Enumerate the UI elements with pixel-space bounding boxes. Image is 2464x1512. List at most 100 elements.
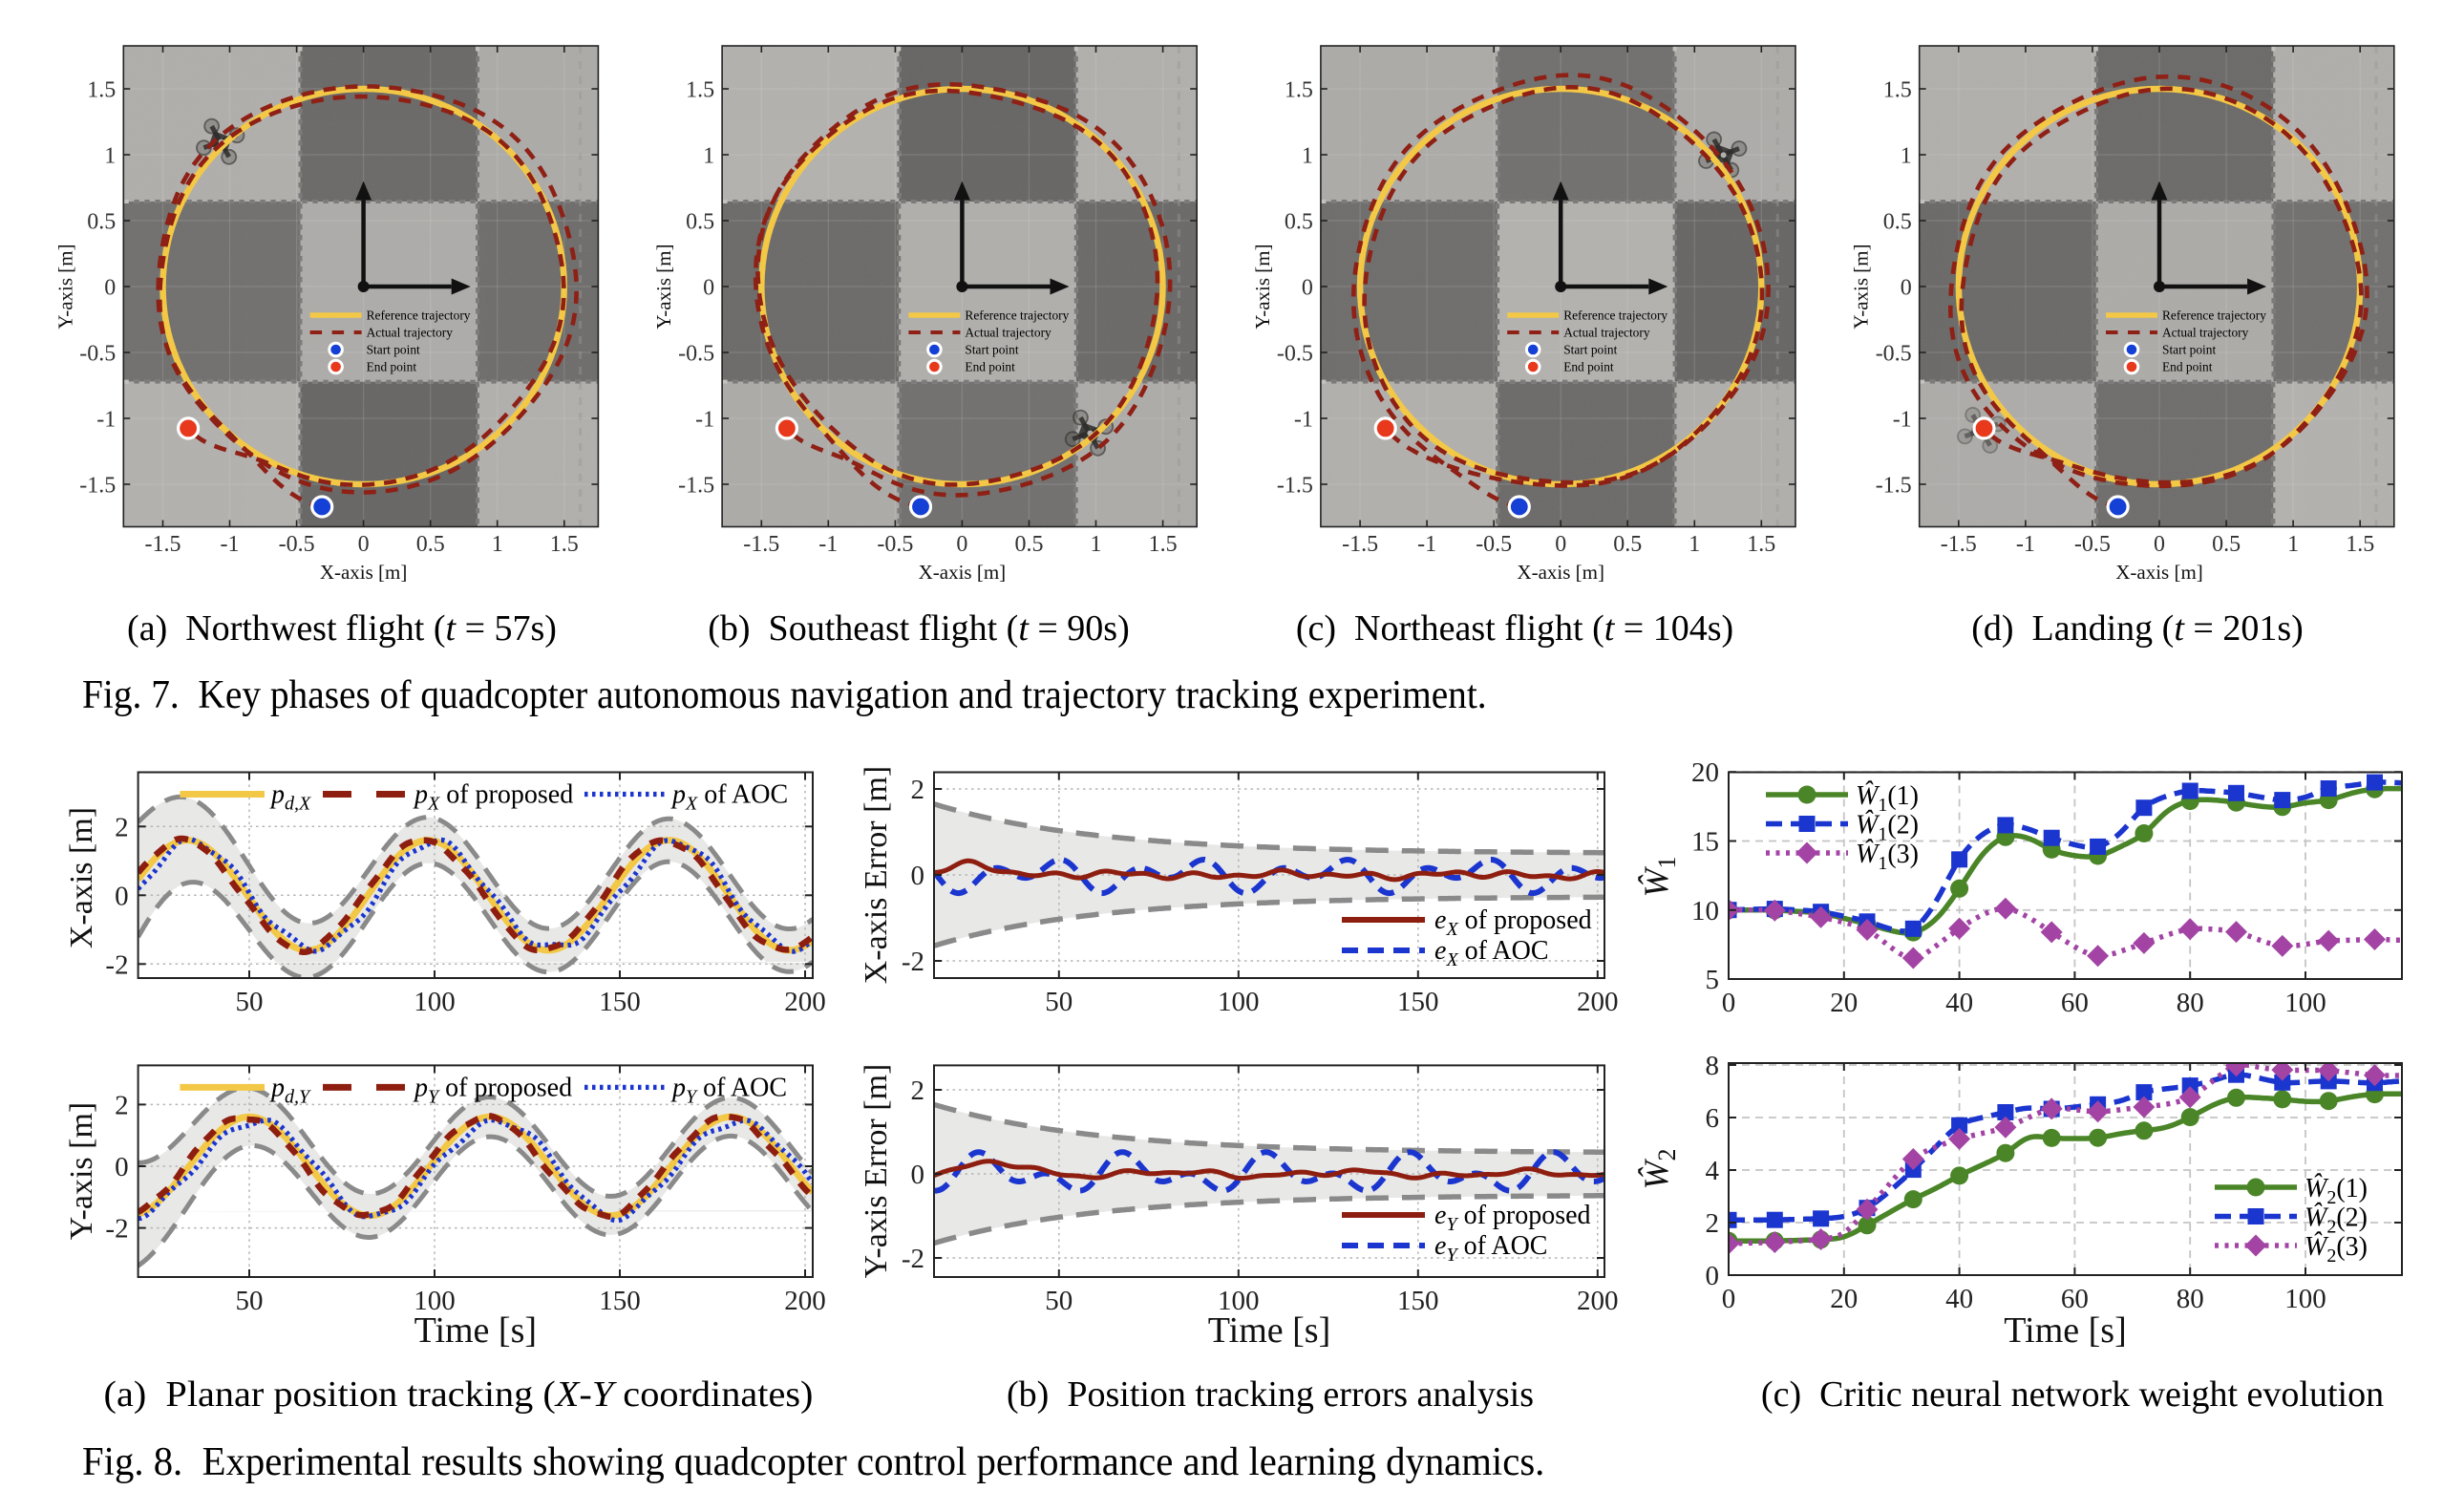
- svg-text:1: 1: [1302, 144, 1313, 169]
- svg-text:Reference trajectory: Reference trajectory: [1563, 309, 1667, 323]
- svg-text:80: 80: [2177, 1284, 2204, 1314]
- svg-text:pY of AOC: pY of AOC: [670, 1073, 787, 1107]
- svg-text:1.5: 1.5: [1883, 78, 1912, 103]
- svg-text:Start point: Start point: [367, 343, 420, 357]
- svg-text:-1.5: -1.5: [79, 474, 116, 499]
- svg-text:Y-axis [m]: Y-axis [m]: [64, 1102, 99, 1240]
- svg-text:-1: -1: [1893, 408, 1912, 433]
- svg-text:0: 0: [1555, 532, 1566, 557]
- svg-text:2: 2: [911, 775, 925, 805]
- svg-text:(c) Northeast flight (t = 104: (c) Northeast flight (t = 104s): [1296, 608, 1733, 649]
- svg-text:X-axis [m]: X-axis [m]: [2115, 561, 2203, 584]
- svg-text:1: 1: [1091, 532, 1102, 557]
- svg-text:2: 2: [115, 812, 129, 842]
- svg-text:0: 0: [358, 532, 370, 557]
- svg-text:15: 15: [1691, 827, 1719, 858]
- svg-text:60: 60: [2061, 1284, 2089, 1314]
- svg-text:Y-axis Error [m]: Y-axis Error [m]: [859, 1064, 894, 1279]
- svg-text:8: 8: [1706, 1051, 1720, 1081]
- svg-text:-0.5: -0.5: [1476, 532, 1512, 557]
- svg-text:Ŵ2(3): Ŵ2(3): [2305, 1232, 2368, 1267]
- svg-text:0.5: 0.5: [1613, 532, 1642, 557]
- svg-text:0: 0: [956, 532, 967, 557]
- svg-text:1: 1: [492, 532, 503, 557]
- svg-text:-1: -1: [818, 532, 838, 557]
- svg-text:-2: -2: [902, 947, 924, 977]
- svg-text:20: 20: [1830, 988, 1858, 1018]
- svg-text:1.5: 1.5: [1149, 532, 1178, 557]
- svg-text:0: 0: [1722, 1284, 1736, 1314]
- svg-text:0.5: 0.5: [1015, 532, 1044, 557]
- svg-text:200: 200: [784, 987, 826, 1017]
- svg-text:Ŵ1: Ŵ1: [1637, 857, 1681, 898]
- svg-text:Ŵ2(1): Ŵ2(1): [2305, 1174, 2368, 1208]
- svg-text:4: 4: [1706, 1156, 1720, 1186]
- svg-text:20: 20: [1691, 757, 1719, 788]
- svg-text:0: 0: [1901, 276, 1912, 301]
- svg-text:Time [s]: Time [s]: [414, 1310, 537, 1351]
- svg-text:50: 50: [236, 987, 264, 1017]
- svg-text:0: 0: [115, 1152, 129, 1182]
- svg-text:Ŵ1(1): Ŵ1(1): [1856, 781, 1919, 816]
- svg-text:X-axis [m]: X-axis [m]: [1517, 561, 1604, 584]
- svg-text:Ŵ2(2): Ŵ2(2): [2305, 1203, 2368, 1238]
- svg-text:20: 20: [1830, 1284, 1858, 1314]
- svg-text:Actual trajectory: Actual trajectory: [367, 326, 454, 340]
- svg-text:pX of proposed: pX of proposed: [413, 780, 573, 815]
- svg-text:X-axis [m]: X-axis [m]: [320, 561, 408, 584]
- svg-text:(d) Landing (t = 201s): (d) Landing (t = 201s): [1971, 608, 2304, 649]
- svg-text:-0.5: -0.5: [79, 342, 116, 367]
- svg-text:eY of AOC: eY of AOC: [1434, 1231, 1547, 1266]
- svg-text:-1.5: -1.5: [1876, 474, 1912, 499]
- svg-text:150: 150: [599, 1286, 641, 1316]
- svg-text:0: 0: [1302, 276, 1313, 301]
- svg-text:Ŵ1(3): Ŵ1(3): [1856, 840, 1919, 874]
- svg-text:40: 40: [1945, 988, 1973, 1018]
- svg-text:0.5: 0.5: [2212, 532, 2241, 557]
- svg-text:(c) Critic neural network wei: (c) Critic neural network weight evoluti…: [1761, 1374, 2384, 1415]
- svg-text:Fig. 8. Experimental results: Fig. 8. Experimental results showing qua…: [82, 1438, 1544, 1483]
- svg-text:-0.5: -0.5: [1277, 342, 1313, 367]
- svg-text:(b) Southeast flight (t = 90s: (b) Southeast flight (t = 90s): [708, 608, 1130, 649]
- svg-text:50: 50: [1045, 1286, 1073, 1316]
- svg-text:1.5: 1.5: [686, 78, 714, 103]
- svg-text:100: 100: [2284, 1284, 2326, 1314]
- svg-text:80: 80: [2177, 988, 2204, 1018]
- svg-text:6: 6: [1706, 1103, 1720, 1134]
- svg-text:(a) Northwest flight (t = 57s: (a) Northwest flight (t = 57s): [127, 608, 557, 649]
- svg-text:-1.5: -1.5: [1342, 532, 1378, 557]
- svg-text:-0.5: -0.5: [678, 342, 714, 367]
- svg-text:100: 100: [414, 1286, 456, 1316]
- svg-text:1.5: 1.5: [87, 78, 116, 103]
- svg-text:-1: -1: [2016, 532, 2035, 557]
- svg-text:Reference trajectory: Reference trajectory: [2162, 309, 2266, 323]
- svg-text:50: 50: [1045, 987, 1073, 1017]
- svg-text:200: 200: [1577, 1286, 1619, 1316]
- svg-text:(a) Planar position tracking: (a) Planar position tracking (X-Y coordi…: [104, 1374, 814, 1415]
- svg-text:150: 150: [1397, 1286, 1439, 1316]
- svg-text:0.5: 0.5: [1285, 210, 1313, 235]
- svg-text:1.5: 1.5: [550, 532, 579, 557]
- svg-text:1: 1: [1689, 532, 1700, 557]
- svg-text:0: 0: [115, 881, 129, 911]
- svg-text:Time [s]: Time [s]: [2004, 1310, 2126, 1351]
- svg-text:Y-axis [m]: Y-axis [m]: [652, 244, 675, 329]
- svg-text:2: 2: [911, 1075, 925, 1106]
- svg-text:-1.5: -1.5: [678, 474, 714, 499]
- svg-text:100: 100: [1218, 987, 1260, 1017]
- svg-text:Y-axis [m]: Y-axis [m]: [53, 244, 76, 329]
- svg-text:pX of AOC: pX of AOC: [670, 780, 788, 815]
- svg-text:2: 2: [1706, 1208, 1720, 1239]
- svg-text:0: 0: [911, 861, 925, 891]
- svg-text:-1.5: -1.5: [1277, 474, 1313, 499]
- svg-text:2: 2: [115, 1090, 129, 1120]
- svg-text:Fig. 7. Key phases of quadcop: Fig. 7. Key phases of quadcopter autonom…: [82, 672, 1487, 716]
- svg-text:Y-axis [m]: Y-axis [m]: [1850, 244, 1873, 329]
- svg-text:eX of AOC: eX of AOC: [1434, 936, 1549, 970]
- svg-text:1.5: 1.5: [1285, 78, 1313, 103]
- svg-text:-1.5: -1.5: [145, 532, 181, 557]
- svg-text:1: 1: [104, 144, 116, 169]
- svg-text:0: 0: [1706, 1261, 1720, 1291]
- svg-text:100: 100: [1218, 1286, 1260, 1316]
- svg-text:Actual trajectory: Actual trajectory: [965, 326, 1051, 340]
